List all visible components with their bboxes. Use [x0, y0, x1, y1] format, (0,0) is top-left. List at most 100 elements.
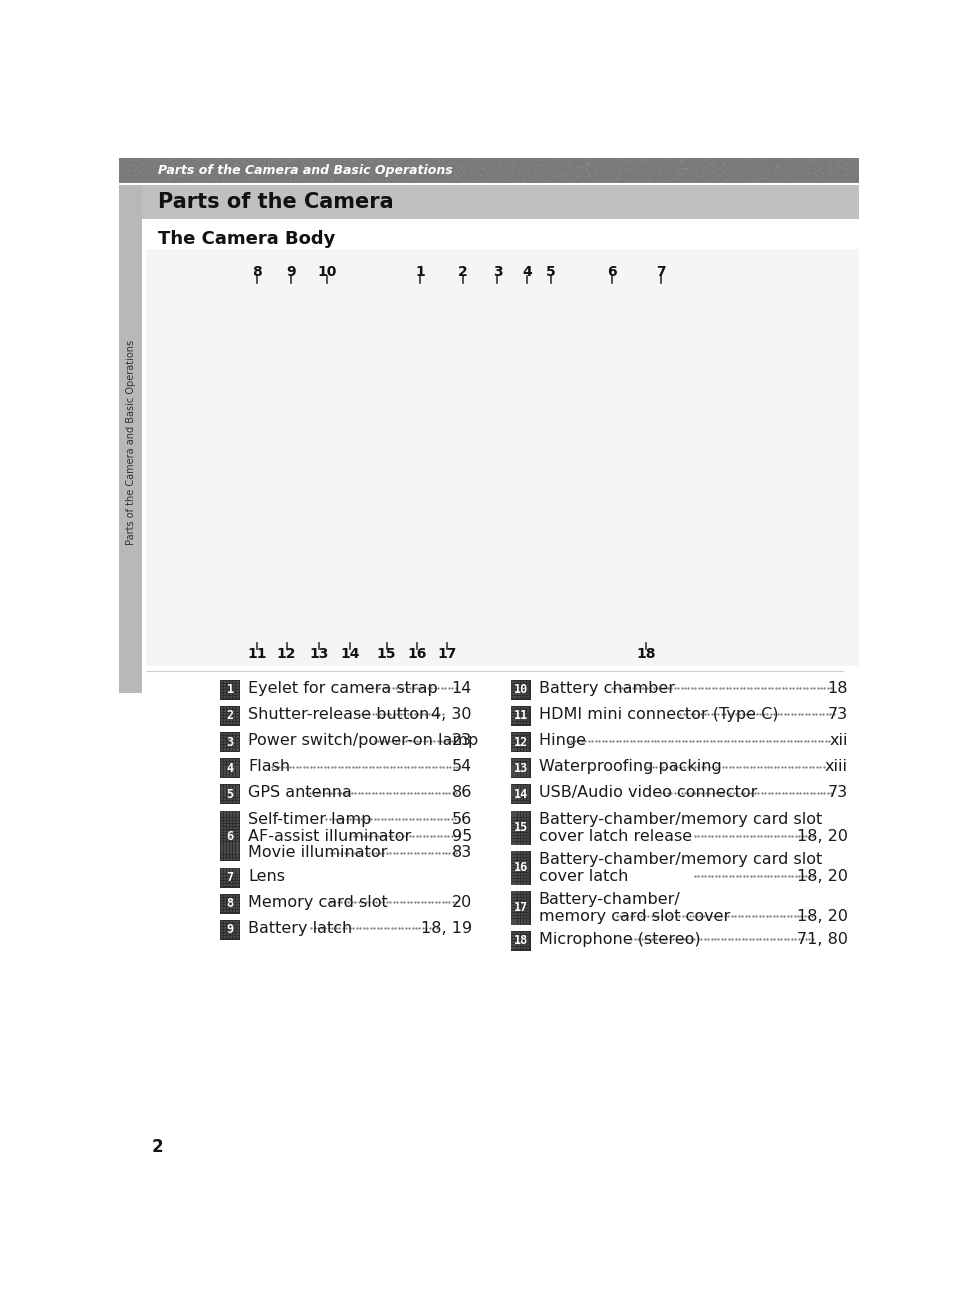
Bar: [526, 830, 529, 832]
Text: 10: 10: [317, 264, 336, 279]
Bar: [526, 791, 529, 794]
Bar: [233, 930, 235, 933]
Bar: [511, 788, 513, 791]
Bar: [227, 858, 229, 859]
Bar: [514, 681, 517, 683]
Bar: [514, 774, 517, 777]
Bar: [526, 895, 529, 897]
Bar: [220, 904, 223, 907]
Bar: [236, 719, 238, 721]
Bar: [227, 840, 229, 841]
Bar: [514, 736, 517, 738]
Bar: [517, 863, 519, 866]
Text: Parts of the Camera and Basic Operations: Parts of the Camera and Basic Operations: [126, 340, 135, 545]
Bar: [517, 900, 519, 903]
Bar: [514, 941, 517, 943]
Bar: [230, 707, 233, 710]
Bar: [230, 845, 233, 848]
Bar: [514, 738, 517, 741]
Bar: [230, 683, 233, 686]
Bar: [220, 836, 223, 838]
Bar: [230, 791, 233, 794]
Bar: [523, 947, 525, 949]
Bar: [220, 788, 223, 791]
Bar: [220, 706, 240, 725]
Bar: [227, 869, 229, 871]
Bar: [523, 692, 525, 695]
Bar: [511, 891, 513, 894]
Bar: [523, 769, 525, 770]
Bar: [520, 867, 522, 869]
Bar: [526, 932, 529, 934]
Bar: [236, 821, 238, 823]
Bar: [514, 771, 517, 774]
Bar: [517, 858, 519, 859]
Bar: [514, 833, 517, 836]
Bar: [511, 681, 513, 683]
Bar: [236, 900, 238, 903]
Bar: [517, 842, 519, 845]
Bar: [227, 904, 229, 907]
Bar: [220, 900, 223, 903]
Text: USB/Audio video connector: USB/Audio video connector: [537, 786, 756, 800]
Bar: [510, 891, 530, 925]
Bar: [236, 875, 238, 876]
Bar: [236, 687, 238, 689]
Bar: [220, 707, 223, 710]
Bar: [227, 762, 229, 765]
Bar: [520, 692, 522, 695]
Bar: [224, 759, 226, 761]
Bar: [514, 683, 517, 686]
Bar: [526, 817, 529, 820]
Bar: [523, 742, 525, 745]
Bar: [517, 911, 519, 912]
Bar: [220, 733, 223, 735]
Bar: [514, 800, 517, 803]
Bar: [227, 875, 229, 876]
Bar: [511, 851, 513, 854]
Bar: [511, 830, 513, 832]
Bar: [511, 947, 513, 949]
Bar: [220, 911, 223, 912]
Bar: [236, 845, 238, 848]
Bar: [514, 788, 517, 791]
Bar: [517, 879, 519, 882]
Text: 3: 3: [492, 264, 501, 279]
Text: 71, 80: 71, 80: [796, 932, 847, 946]
Bar: [523, 920, 525, 921]
Bar: [236, 788, 238, 791]
Bar: [236, 880, 238, 883]
Bar: [224, 880, 226, 883]
Bar: [517, 714, 519, 715]
Bar: [526, 736, 529, 738]
Bar: [220, 687, 223, 689]
Bar: [236, 798, 238, 800]
Bar: [517, 941, 519, 943]
Bar: [236, 742, 238, 745]
Bar: [520, 821, 522, 823]
Bar: [220, 738, 223, 741]
Bar: [523, 913, 525, 916]
Bar: [526, 916, 529, 918]
Bar: [511, 690, 513, 692]
Text: 15: 15: [376, 648, 395, 661]
Bar: [526, 879, 529, 882]
Bar: [526, 870, 529, 872]
Bar: [514, 769, 517, 770]
Bar: [220, 869, 223, 871]
Bar: [517, 769, 519, 770]
Bar: [511, 692, 513, 695]
Bar: [517, 934, 519, 937]
Bar: [526, 687, 529, 689]
Bar: [517, 821, 519, 823]
Bar: [511, 895, 513, 897]
Bar: [230, 884, 233, 886]
Bar: [233, 833, 235, 836]
Bar: [526, 938, 529, 940]
Bar: [224, 733, 226, 735]
Bar: [220, 748, 223, 750]
Bar: [220, 854, 223, 857]
Bar: [236, 878, 238, 880]
Bar: [523, 771, 525, 774]
Bar: [511, 798, 513, 800]
